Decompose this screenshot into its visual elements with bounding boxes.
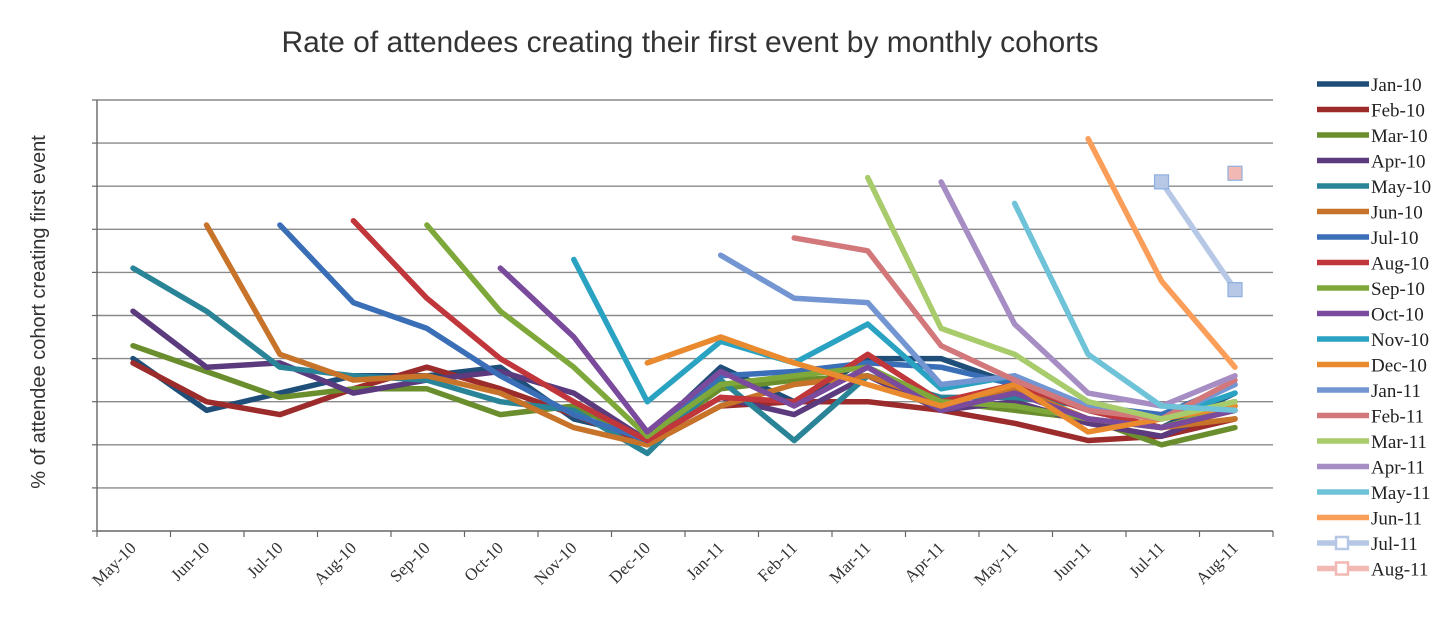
x-tick-label: May-11	[970, 538, 1021, 589]
legend-label: Jul-10	[1371, 228, 1419, 249]
x-tick-label: Jan-11	[683, 538, 728, 583]
x-tick-label: Jun-11	[1049, 538, 1095, 584]
series-line	[1085, 136, 1238, 370]
legend-label: Jun-10	[1371, 203, 1423, 224]
legend-label: Jan-10	[1371, 75, 1422, 96]
x-tick-label: Aug-10	[310, 538, 360, 588]
axes	[92, 99, 1274, 537]
x-tick-label: Feb-11	[754, 538, 801, 585]
x-tick-label: Jun-10	[167, 538, 213, 584]
series-line	[1158, 179, 1238, 293]
legend-label: Dec-10	[1371, 356, 1427, 377]
legend: Jan-10 Feb-10 Mar-10 Apr-10 May-10 Jun-10 Jul-…	[1317, 75, 1431, 581]
legend-label: Feb-10	[1371, 101, 1425, 122]
legend-label: Jun-11	[1371, 509, 1422, 530]
x-tick-label: Dec-10	[605, 538, 654, 587]
legend-label: Sep-10	[1371, 279, 1425, 300]
series-line	[497, 265, 1238, 435]
legend-label: Mar-11	[1371, 432, 1427, 453]
data-point-marker	[1227, 282, 1243, 298]
series-line	[864, 174, 1238, 422]
series-line	[938, 179, 1238, 409]
x-tick-label: Mar-11	[826, 538, 875, 587]
legend-label: Apr-11	[1371, 458, 1425, 479]
legend-label: Aug-11	[1371, 560, 1428, 581]
x-tick-label: Aug-11	[1192, 538, 1242, 588]
series-lines	[130, 136, 1243, 457]
data-point-marker	[1153, 174, 1170, 190]
legend-label: Apr-10	[1371, 152, 1426, 173]
x-tick-label: Jul-11	[1125, 538, 1168, 581]
legend-label: Mar-10	[1371, 126, 1428, 147]
chart-title: Rate of attendees creating their first e…	[281, 26, 1098, 59]
x-tick-label: Sep-10	[386, 538, 433, 585]
x-tick-label: Apr-11	[900, 538, 947, 585]
legend-label: Oct-10	[1371, 305, 1424, 326]
legend-label: May-11	[1371, 483, 1430, 504]
legend-label: Feb-11	[1371, 407, 1424, 428]
legend-label: Nov-10	[1371, 330, 1429, 351]
series-line	[644, 334, 1238, 435]
data-point-marker	[1227, 165, 1243, 181]
x-tick-labels: May-10 Jun-10 Jul-10 Aug-10 Sep-10 Oct-10 Nov-…	[88, 538, 1241, 589]
legend-marker	[1334, 535, 1350, 551]
legend-marker	[1334, 561, 1350, 576]
x-tick-label: May-10	[88, 538, 139, 589]
x-tick-label: Nov-10	[530, 538, 580, 588]
y-axis-label: % of attendee cohort creating first even…	[28, 135, 50, 489]
series-line	[1011, 200, 1238, 414]
legend-label: Jan-11	[1371, 381, 1421, 402]
x-tick-label: Jul-10	[243, 538, 286, 581]
x-tick-label: Oct-10	[460, 538, 507, 585]
legend-label: May-10	[1371, 177, 1431, 198]
legend-label: Jul-11	[1371, 534, 1418, 555]
legend-label: Aug-10	[1371, 254, 1429, 275]
